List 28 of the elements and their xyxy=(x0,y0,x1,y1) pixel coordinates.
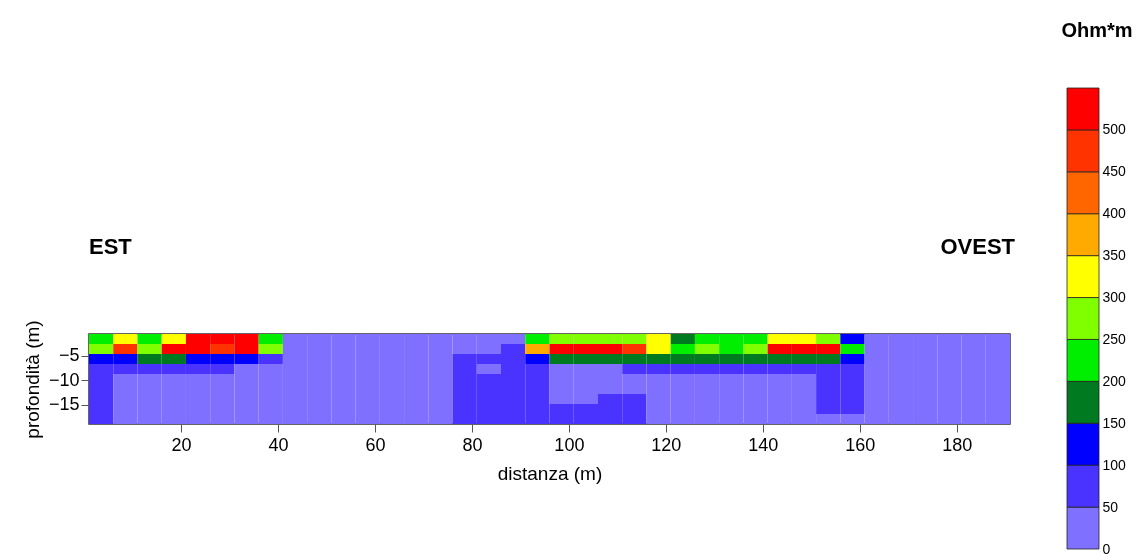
text: EST xyxy=(89,234,133,259)
color-bar-label: 300 xyxy=(1102,289,1127,306)
color-bar-title: Ohm*m xyxy=(1061,19,1133,41)
x-tick-label: 100 xyxy=(554,434,585,455)
x-tick-label: 180 xyxy=(942,434,973,455)
color-bar-label: 500 xyxy=(1102,121,1127,138)
color-bar-label: 50 xyxy=(1102,498,1119,515)
color-bar-label: 100 xyxy=(1102,456,1127,473)
x-tick-label: 160 xyxy=(845,434,876,455)
color-bar-label: 400 xyxy=(1102,205,1127,222)
y-axis-title: profondità (m) xyxy=(21,320,43,439)
x-tick-label: 120 xyxy=(651,434,682,455)
x-tick-label: 80 xyxy=(462,434,483,455)
y-tick-label: −15 xyxy=(48,394,80,415)
x-tick-label: 20 xyxy=(171,434,192,455)
x-tick-label: 140 xyxy=(748,434,779,455)
y-tick-label: −5 xyxy=(58,345,80,366)
text: OVEST xyxy=(940,234,1016,259)
color-bar-label: 350 xyxy=(1102,247,1127,264)
x-tick-label: 40 xyxy=(268,434,289,455)
x-axis-title: distanza (m) xyxy=(497,462,603,484)
x-tick-label: 60 xyxy=(365,434,386,455)
color-bar-label: 200 xyxy=(1102,372,1127,389)
color-bar-label: 250 xyxy=(1102,330,1127,347)
y-tick-label: −10 xyxy=(48,369,80,390)
color-bar-label: 450 xyxy=(1102,163,1127,180)
color-bar-label: 0 xyxy=(1102,540,1111,554)
color-bar-label: 150 xyxy=(1102,414,1127,431)
